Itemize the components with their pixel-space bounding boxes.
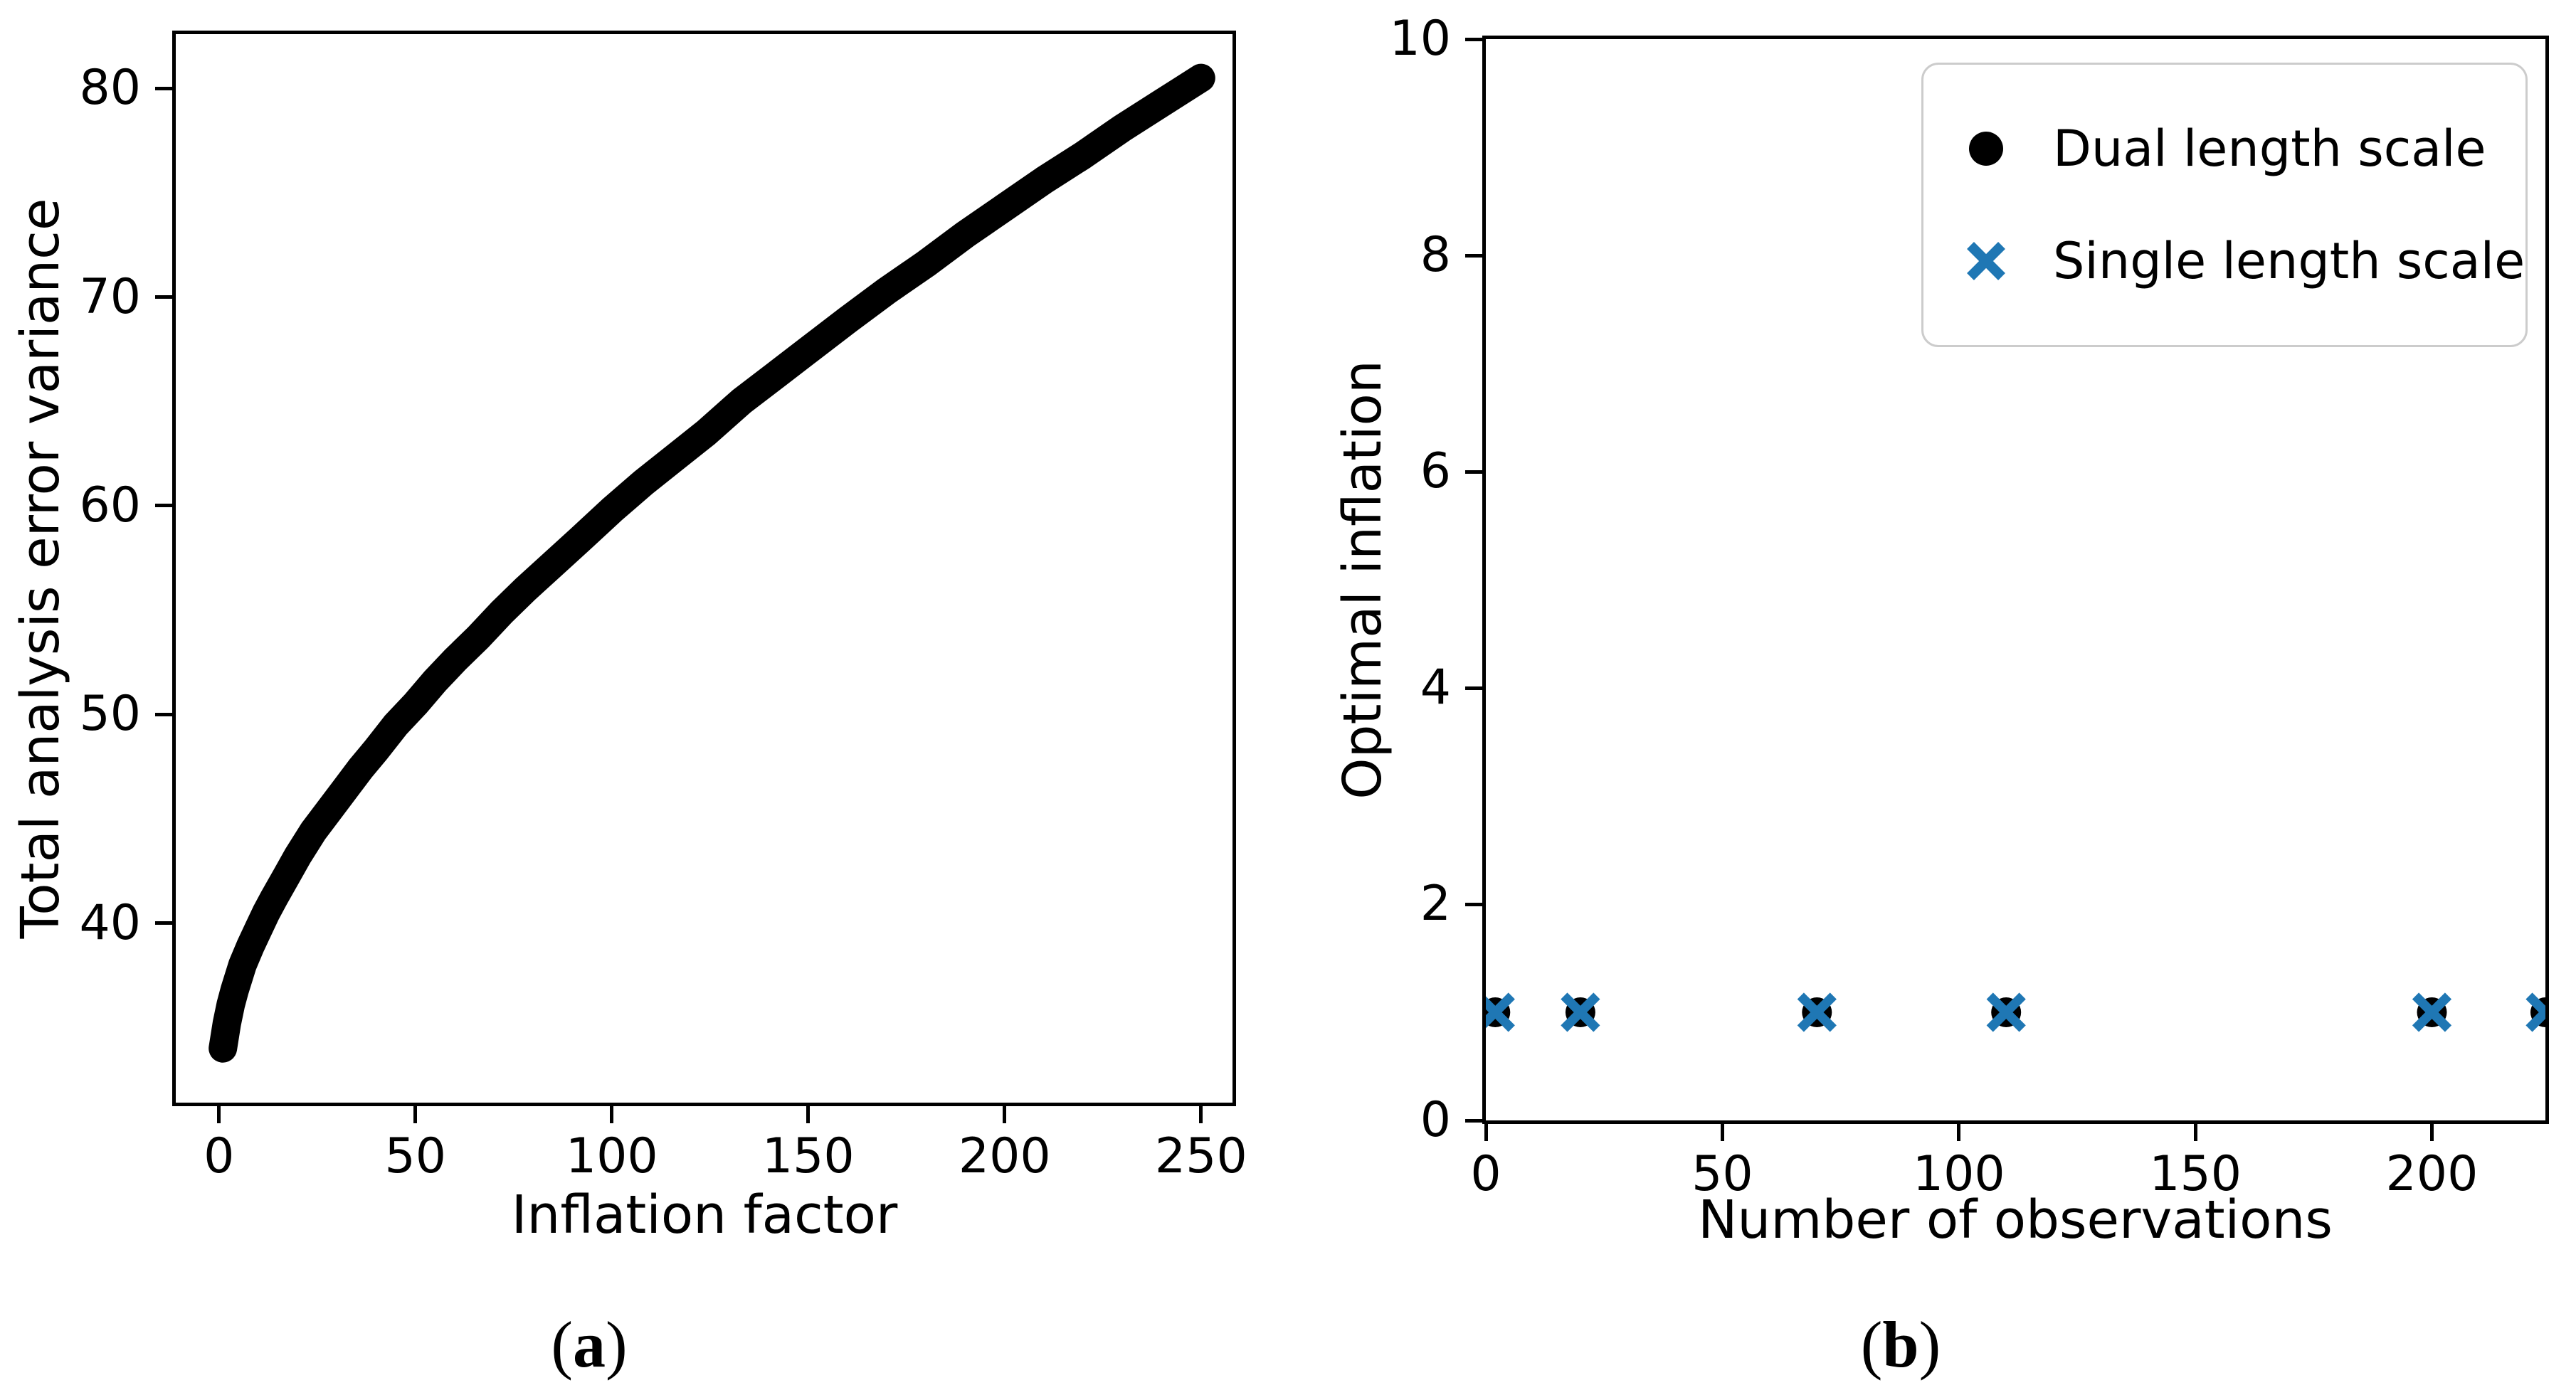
x-tick xyxy=(806,1106,811,1123)
x-tick xyxy=(610,1106,614,1123)
y-tick xyxy=(1465,686,1482,690)
caption-a: (a) xyxy=(447,1309,732,1380)
caption-a-letter: a xyxy=(573,1308,606,1381)
data-point-single-length-scale xyxy=(2412,992,2452,1032)
y-tick-label: 4 xyxy=(1420,659,1451,716)
y-tick-label: 60 xyxy=(79,477,141,534)
caption-b-open: ( xyxy=(1860,1308,1883,1381)
data-point-single-length-scale xyxy=(1986,992,2026,1032)
y-tick-label: 70 xyxy=(79,268,141,325)
data-point-single-length-scale xyxy=(1561,992,1600,1032)
data-point-single-length-scale xyxy=(1797,992,1837,1032)
y-tick xyxy=(1465,470,1482,474)
y-tick-label: 10 xyxy=(1389,11,1451,67)
x-axis-label-b: Number of observations xyxy=(1698,1189,2333,1251)
y-tick xyxy=(1465,902,1482,906)
x-tick-label: 200 xyxy=(958,1128,1051,1184)
legend-label-single: Single length scale xyxy=(2053,232,2525,291)
x-tick xyxy=(1199,1106,1203,1123)
plot-box-a xyxy=(172,31,1236,1106)
caption-a-open: ( xyxy=(551,1308,573,1381)
x-tick xyxy=(1484,1124,1488,1141)
series-band-total-analysis-error-variance xyxy=(208,63,1215,1063)
x-tick-label: 50 xyxy=(1691,1146,1753,1202)
legend-marker-circle-icon xyxy=(1953,131,2019,166)
y-tick-label: 8 xyxy=(1420,227,1451,283)
x-tick xyxy=(2193,1124,2197,1141)
caption-b-close: ) xyxy=(1918,1308,1941,1381)
plot-area-b xyxy=(1486,992,2545,1032)
caption-b-letter: b xyxy=(1882,1308,1919,1381)
y-tick-label: 0 xyxy=(1420,1092,1451,1148)
y-tick-label: 80 xyxy=(79,60,141,117)
x-tick-label: 100 xyxy=(565,1128,658,1184)
legend-marker-x-icon xyxy=(1953,240,2019,282)
legend-entry-dual: Dual length scale xyxy=(1953,120,2525,178)
x-tick xyxy=(217,1106,221,1123)
y-tick xyxy=(1465,37,1482,41)
y-tick xyxy=(155,504,172,508)
x-axis-label-a: Inflation factor xyxy=(511,1184,898,1246)
y-tick-label: 40 xyxy=(79,894,141,951)
y-tick xyxy=(1465,1118,1482,1123)
x-tick-label: 200 xyxy=(2385,1146,2479,1202)
x-tick xyxy=(2429,1124,2434,1141)
x-tick-label: 0 xyxy=(204,1128,235,1184)
x-marker-icon xyxy=(1967,242,2005,281)
x-tick xyxy=(1720,1124,1724,1141)
legend-label-dual: Dual length scale xyxy=(2053,119,2486,178)
circle-marker-icon xyxy=(1969,131,2003,166)
x-tick-label: 100 xyxy=(1912,1146,2005,1202)
y-tick xyxy=(155,86,172,90)
y-tick xyxy=(155,295,172,299)
legend: Dual length scale Single length scale xyxy=(1921,63,2528,347)
x-tick-label: 150 xyxy=(761,1128,855,1184)
y-tick xyxy=(155,921,172,925)
caption-b: (b) xyxy=(1758,1309,2043,1380)
data-point-single-length-scale xyxy=(1486,992,1515,1032)
legend-entry-single: Single length scale xyxy=(1953,232,2525,290)
x-tick xyxy=(413,1106,418,1123)
x-tick-label: 150 xyxy=(2149,1146,2242,1202)
y-tick-label: 2 xyxy=(1420,876,1451,932)
y-tick xyxy=(1465,253,1482,258)
x-tick xyxy=(1003,1106,1007,1123)
x-tick xyxy=(1957,1124,1961,1141)
y-tick-label: 50 xyxy=(79,686,141,743)
x-tick-label: 250 xyxy=(1154,1128,1247,1184)
caption-a-close: ) xyxy=(606,1308,628,1381)
y-tick-label: 6 xyxy=(1420,443,1451,499)
data-point-single-length-scale xyxy=(2525,992,2545,1032)
y-tick xyxy=(155,712,172,716)
y-axis-label-b: Optimal inflation xyxy=(1332,360,1393,800)
plot-area-a xyxy=(208,63,1215,1063)
x-tick-label: 50 xyxy=(384,1128,446,1184)
x-tick-label: 0 xyxy=(1470,1146,1501,1202)
